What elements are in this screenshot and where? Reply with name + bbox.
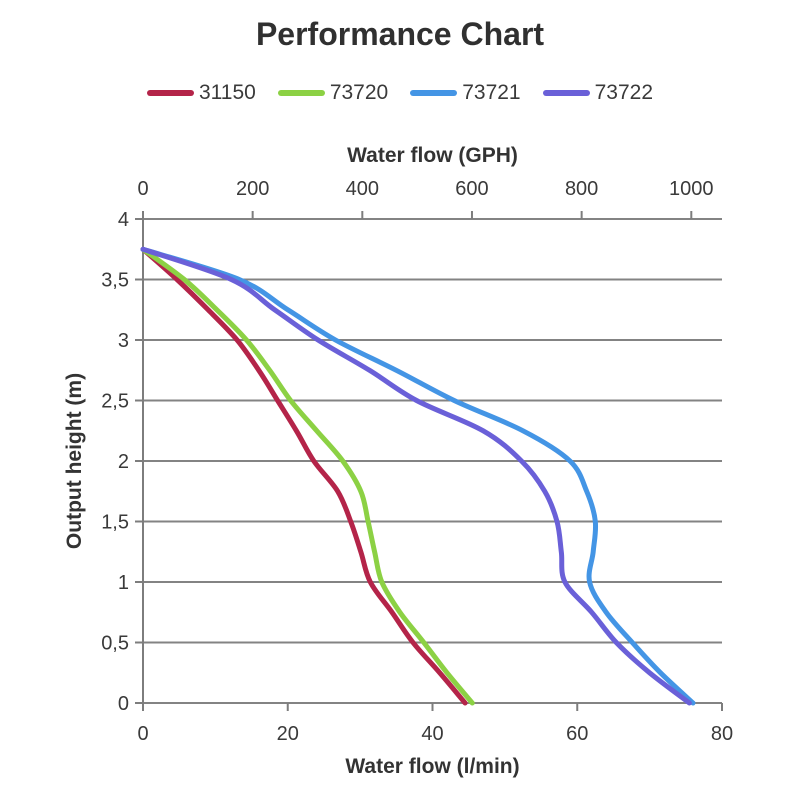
legend-item-73722: 73722 <box>542 81 654 105</box>
top-tick-label: 600 <box>455 178 488 200</box>
series-curve-73720 <box>140 246 475 706</box>
series-curve-73722 <box>140 246 692 706</box>
top-tick-label: 0 <box>137 178 148 200</box>
series-curve-73721 <box>140 246 696 706</box>
legend-swatch-73722 <box>542 90 590 96</box>
legend-item-73720: 73720 <box>277 81 389 105</box>
bottom-tick-label: 80 <box>711 723 733 745</box>
chart-title: Performance Chart <box>255 16 545 52</box>
y-tick-label: 1,5 <box>101 512 129 534</box>
legend-item-31150: 31150 <box>146 81 256 105</box>
series-curve-31150 <box>140 246 468 706</box>
legend-swatch-73720 <box>277 90 325 96</box>
y-tick-label: 2,5 <box>101 391 129 413</box>
legend-swatch-73721 <box>410 90 458 96</box>
y-tick-label: 3 <box>118 330 129 352</box>
y-tick-label: 3,5 <box>101 270 129 292</box>
y-tick-label: 0,5 <box>101 633 129 655</box>
y-tick-label: 0 <box>118 693 129 715</box>
y-tick-label: 2 <box>118 451 129 473</box>
y-tick-label: 4 <box>118 209 129 231</box>
bottom-tick-label: 20 <box>277 723 299 745</box>
top-tick-label: 800 <box>565 178 598 200</box>
y-tick-label: 1 <box>118 572 129 594</box>
bottom-tick-label: 40 <box>421 723 443 745</box>
legend-label-73720: 73720 <box>329 81 389 104</box>
top-tick-label: 400 <box>346 178 379 200</box>
bottom-axis-title: Water flow (l/min) <box>345 755 519 778</box>
bottom-tick-label: 60 <box>566 723 588 745</box>
legend-item-73721: 73721 <box>410 81 521 105</box>
bottom-tick-label: 0 <box>137 723 148 745</box>
legend-label-31150: 31150 <box>198 81 256 104</box>
top-tick-label: 1000 <box>669 178 714 200</box>
legend-label-73721: 73721 <box>462 81 521 104</box>
top-axis-title: Water flow (GPH) <box>347 144 518 167</box>
y-axis-title: Output height (m) <box>63 373 86 549</box>
legend-swatch-31150 <box>146 90 194 96</box>
chart-legend: 31150 73720 73721 73722 <box>0 80 800 106</box>
legend-label-73722: 73722 <box>594 81 654 104</box>
top-tick-label: 200 <box>236 178 269 200</box>
